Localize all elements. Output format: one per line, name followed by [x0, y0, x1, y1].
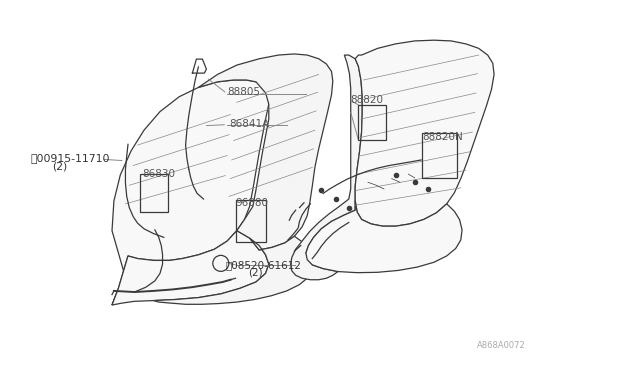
Text: (2): (2): [248, 267, 263, 277]
Text: (2): (2): [52, 162, 68, 171]
Text: 88805: 88805: [227, 87, 260, 97]
Polygon shape: [355, 40, 494, 226]
Text: Ⓝ08520-61612: Ⓝ08520-61612: [225, 260, 301, 270]
Bar: [236, 200, 266, 242]
Polygon shape: [306, 201, 462, 273]
Text: 88820: 88820: [351, 95, 384, 105]
Polygon shape: [291, 55, 362, 280]
Text: A868A0072: A868A0072: [477, 341, 525, 350]
Bar: [358, 105, 387, 140]
Polygon shape: [112, 80, 269, 305]
Text: 86830: 86830: [142, 169, 175, 179]
Text: 88820N: 88820N: [422, 132, 463, 142]
Text: Ⓦ00915-11710: Ⓦ00915-11710: [31, 153, 110, 163]
Text: 86841A: 86841A: [229, 119, 269, 128]
Polygon shape: [198, 54, 333, 250]
Bar: [422, 133, 458, 178]
Bar: [140, 174, 168, 212]
Text: 96880: 96880: [236, 198, 269, 208]
Polygon shape: [154, 236, 312, 304]
Polygon shape: [112, 231, 269, 305]
